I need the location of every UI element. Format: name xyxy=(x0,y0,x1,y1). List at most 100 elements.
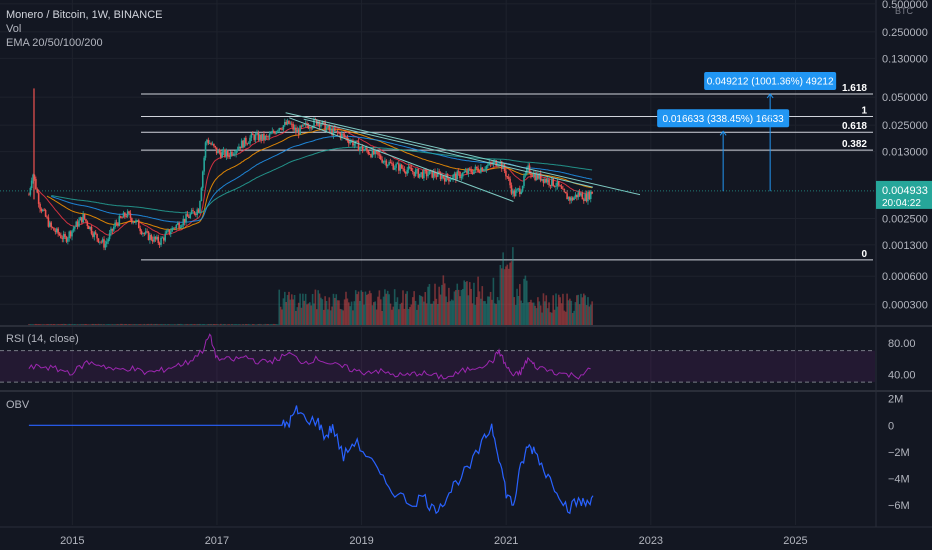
volume-bar xyxy=(92,323,94,325)
candle-body xyxy=(218,150,221,153)
candle-body xyxy=(158,242,161,245)
volume-bar xyxy=(375,309,378,325)
candle-body xyxy=(261,133,264,140)
candle-body xyxy=(277,130,279,132)
volume-bar xyxy=(35,323,37,325)
candle-body xyxy=(495,160,497,166)
volume-bar xyxy=(271,324,274,325)
measure-arrow-icon xyxy=(719,130,727,136)
candle-body xyxy=(246,143,249,145)
price-measurements[interactable]: 0.016633 (338.45%) 16633 0.049212 (1001.3… xyxy=(657,71,837,192)
volume-bar xyxy=(545,295,548,325)
candle-body xyxy=(135,220,137,223)
volume-bar xyxy=(544,301,546,325)
candle-body xyxy=(161,237,164,239)
candle-body xyxy=(381,159,383,163)
volume-bar xyxy=(424,292,427,325)
measure-label[interactable]: 0.049212 (1001.36%) 49212 xyxy=(707,76,834,87)
candle-body xyxy=(448,177,450,182)
volume-bar xyxy=(261,324,264,325)
measure-label-box xyxy=(657,109,790,128)
candle-body xyxy=(510,185,513,194)
measure-label[interactable]: 0.016633 (338.45%) 16633 xyxy=(663,114,785,125)
volume-bar xyxy=(160,324,162,325)
candle-body xyxy=(335,130,338,132)
rsi-line xyxy=(28,333,591,380)
volume-bar xyxy=(186,324,189,325)
volume-bar xyxy=(304,293,307,325)
volume-bar xyxy=(107,324,109,325)
ema-legend[interactable]: EMA 20/50/100/200 xyxy=(6,37,103,49)
volume-bar xyxy=(226,324,229,325)
volume-bar xyxy=(242,324,244,325)
volume-bar xyxy=(151,324,154,325)
trendline[interactable] xyxy=(303,118,594,188)
trendline[interactable] xyxy=(289,117,514,202)
candle-body xyxy=(584,194,586,201)
candle-body xyxy=(103,239,105,248)
candle-body xyxy=(75,221,78,227)
volume-bar xyxy=(532,302,535,325)
candle-body xyxy=(62,234,65,239)
volume-bar xyxy=(225,324,228,325)
volume-bar xyxy=(581,297,584,325)
last-price-tag[interactable] xyxy=(876,180,932,209)
volume-bar xyxy=(485,303,488,325)
volume-bar xyxy=(578,304,581,325)
candle-body xyxy=(79,217,82,221)
candle-body xyxy=(254,134,257,140)
candle-body xyxy=(331,128,333,136)
volume-bar xyxy=(385,293,388,325)
volume-bar xyxy=(357,291,360,325)
volume-bar xyxy=(292,299,294,325)
candle-body xyxy=(475,166,478,169)
candle-body xyxy=(193,211,196,215)
volume-bar xyxy=(135,324,137,325)
candle-body xyxy=(129,213,132,219)
measure-arrow-icon xyxy=(766,93,774,99)
volume-bar xyxy=(74,324,76,325)
candle-body xyxy=(341,133,343,138)
candle-body xyxy=(455,173,457,180)
volume-bar xyxy=(482,301,485,325)
candle-body xyxy=(353,143,356,146)
obv-panel[interactable] xyxy=(28,405,594,515)
volume-bar xyxy=(368,290,371,325)
symbol-title[interactable]: Monero / Bitcoin, 1W, BINANCE xyxy=(6,9,163,21)
price-panel[interactable]: 1.618 1 0.618 0.382 0 0.016633 (338.45%) 166… xyxy=(0,71,875,325)
volume-bar xyxy=(336,300,339,325)
candle-body xyxy=(290,123,293,125)
volume-legend[interactable]: Vol xyxy=(6,23,21,35)
volume-bar xyxy=(143,323,146,325)
candle-body xyxy=(496,165,499,167)
fibonacci-levels[interactable]: 1.618 1 0.618 0.382 0 xyxy=(141,83,873,261)
candle-body xyxy=(321,121,324,125)
trendline[interactable] xyxy=(285,112,641,196)
volume-bar xyxy=(254,324,257,325)
candle-body xyxy=(188,216,190,218)
rsi-legend[interactable]: RSI (14, close) xyxy=(6,333,79,345)
time-axis[interactable]: 2015 2017 2019 2021 2023 2025 xyxy=(60,535,808,547)
trendlines[interactable] xyxy=(0,112,875,202)
obv-tick-label: −4M xyxy=(888,473,910,485)
volume-bar xyxy=(106,324,108,325)
candle-body xyxy=(585,194,588,202)
candle-body xyxy=(211,143,214,145)
candle-body xyxy=(242,140,244,148)
volume-bar xyxy=(82,324,84,325)
price-tick-label: 0.000600 xyxy=(882,271,928,283)
volume-bar xyxy=(176,323,179,325)
volume-bar xyxy=(523,278,525,325)
volume-bar xyxy=(411,297,414,325)
candle-body xyxy=(229,151,232,157)
candle-body xyxy=(517,188,520,190)
volume-bar xyxy=(231,324,233,325)
volume-bar xyxy=(477,276,479,325)
rsi-panel[interactable] xyxy=(0,333,875,383)
volume-bar xyxy=(513,297,516,325)
volume-bar xyxy=(168,324,171,325)
obv-legend[interactable]: OBV xyxy=(6,399,30,411)
candle-body xyxy=(265,135,268,137)
